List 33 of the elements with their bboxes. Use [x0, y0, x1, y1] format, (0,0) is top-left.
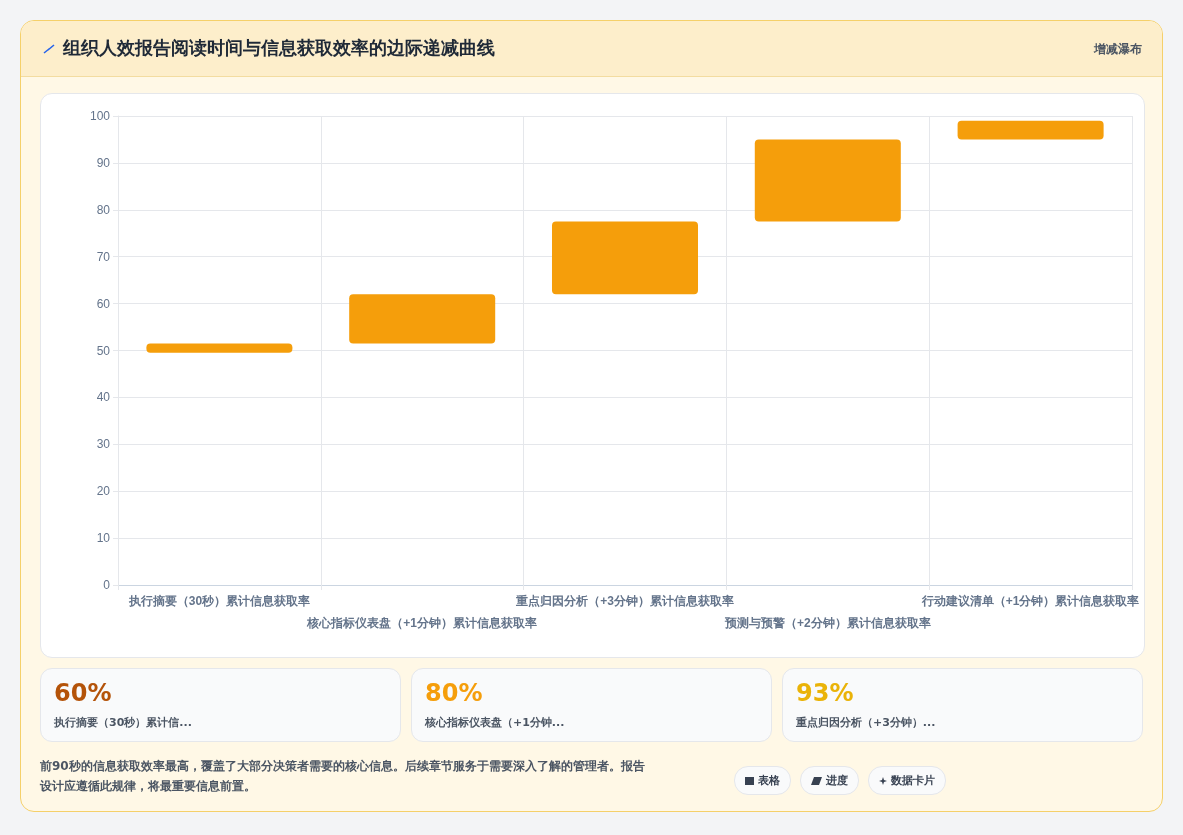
- y-tick-label: 20: [96, 484, 111, 499]
- x-tick-label: 执行摘要（30秒）累计信息获取率: [127, 594, 311, 608]
- x-tick-label: 行动建议清单（+1分钟）累计信息获取率: [920, 594, 1140, 608]
- x-tick-label: 重点归因分析（+3分钟）累计信息获取率: [515, 594, 734, 608]
- y-tick-label: 90: [96, 155, 111, 170]
- text: 重点归因分析（+3分钟）...: [796, 715, 936, 730]
- bar: [754, 139, 901, 222]
- y-tick-label: 70: [96, 249, 111, 264]
- y-tick-label: 60: [96, 296, 111, 311]
- y-tick-label: 100: [89, 109, 111, 123]
- y-tick-label: 80: [96, 202, 111, 217]
- y-tick-label: 30: [96, 437, 111, 452]
- text: 60%: [54, 679, 112, 707]
- text: 增减瀑布: [1094, 41, 1142, 58]
- bar: [349, 294, 496, 344]
- text: 执行摘要（30秒）累计信...: [54, 715, 192, 730]
- x-tick-label: 核心指标仪表盘（+1分钟）累计信息获取率: [306, 616, 538, 630]
- y-tick-label: 50: [96, 343, 111, 358]
- text: 80%: [425, 679, 483, 707]
- chart-title: 组织人效报告阅读时间与信息获取效率的边际递减曲线: [63, 36, 495, 60]
- text: 数据卡片: [891, 773, 935, 788]
- y-tick-label: 0: [103, 578, 111, 592]
- text: 进度: [826, 773, 848, 788]
- y-tick-label: 40: [96, 390, 111, 405]
- text: 93%: [796, 679, 854, 707]
- x-tick-label: 预测与预警（+2分钟）累计信息获取率: [723, 616, 931, 630]
- text: 前90秒的信息获取效率最高，覆盖了大部分决策者需要的核心信息。后续章节服务于需要深入了解的管理者。报告设计应遵循此规律，将最重要信息前置。: [40, 758, 646, 795]
- bar: [957, 120, 1104, 140]
- text: 表格: [758, 773, 780, 788]
- bar: [146, 343, 293, 353]
- y-tick-label: 10: [96, 531, 111, 546]
- bar: [551, 221, 699, 295]
- text: 核心指标仪表盘（+1分钟...: [425, 715, 565, 730]
